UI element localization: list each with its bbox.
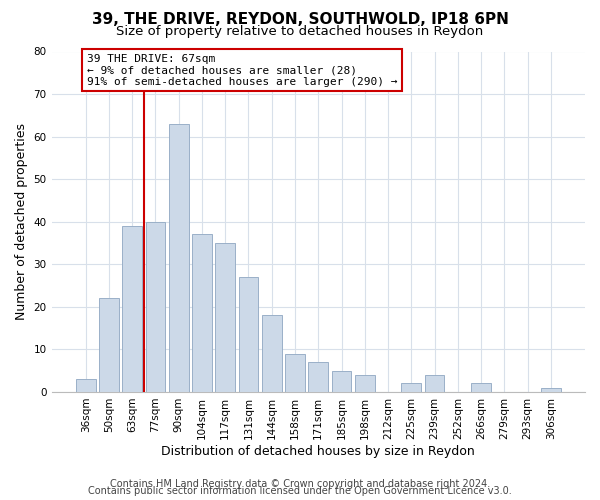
- Text: Contains public sector information licensed under the Open Government Licence v3: Contains public sector information licen…: [88, 486, 512, 496]
- Bar: [122, 226, 142, 392]
- Bar: [239, 277, 259, 392]
- Bar: [99, 298, 119, 392]
- Bar: [541, 388, 561, 392]
- Y-axis label: Number of detached properties: Number of detached properties: [15, 123, 28, 320]
- Bar: [308, 362, 328, 392]
- Bar: [262, 316, 281, 392]
- Bar: [146, 222, 166, 392]
- Text: Size of property relative to detached houses in Reydon: Size of property relative to detached ho…: [116, 25, 484, 38]
- X-axis label: Distribution of detached houses by size in Reydon: Distribution of detached houses by size …: [161, 444, 475, 458]
- Bar: [285, 354, 305, 392]
- Bar: [215, 243, 235, 392]
- Text: Contains HM Land Registry data © Crown copyright and database right 2024.: Contains HM Land Registry data © Crown c…: [110, 479, 490, 489]
- Text: 39 THE DRIVE: 67sqm
← 9% of detached houses are smaller (28)
91% of semi-detache: 39 THE DRIVE: 67sqm ← 9% of detached hou…: [87, 54, 397, 87]
- Bar: [332, 370, 352, 392]
- Bar: [471, 384, 491, 392]
- Bar: [192, 234, 212, 392]
- Bar: [401, 384, 421, 392]
- Text: 39, THE DRIVE, REYDON, SOUTHWOLD, IP18 6PN: 39, THE DRIVE, REYDON, SOUTHWOLD, IP18 6…: [92, 12, 508, 28]
- Bar: [76, 379, 95, 392]
- Bar: [425, 375, 445, 392]
- Bar: [355, 375, 374, 392]
- Bar: [169, 124, 188, 392]
